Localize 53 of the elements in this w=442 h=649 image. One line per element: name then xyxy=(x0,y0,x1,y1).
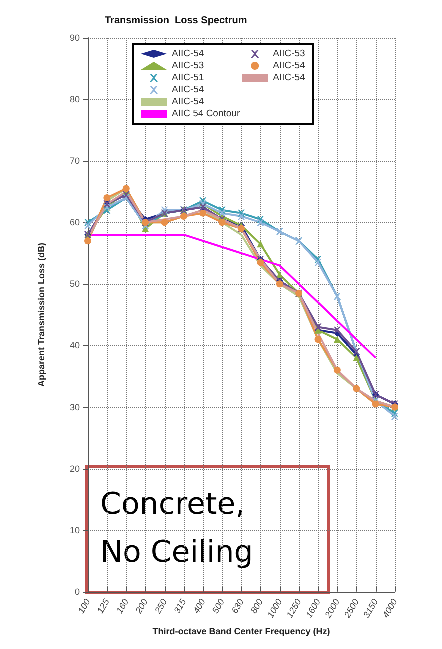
point xyxy=(257,259,264,266)
y-tick-label: 50 xyxy=(70,279,80,290)
y-tick-label: 30 xyxy=(70,402,80,412)
y-tick-label: 0 xyxy=(74,586,80,597)
legend-label: AIIC-53 xyxy=(172,60,204,72)
x-tick-label: 400 xyxy=(191,597,208,616)
legend-label: AIIC 54 Contour xyxy=(172,108,240,120)
x-tick-label: 100 xyxy=(76,597,92,616)
x-tick-label: 315 xyxy=(172,596,189,616)
y-tick-label: 90 xyxy=(70,33,80,43)
point xyxy=(218,219,226,226)
point xyxy=(161,219,168,226)
point xyxy=(314,259,322,266)
point xyxy=(84,222,92,230)
point xyxy=(238,212,245,220)
point xyxy=(314,336,322,344)
point xyxy=(84,238,92,245)
legend-label: AIIC-51 xyxy=(172,72,204,84)
legend-label: AIIC-54 xyxy=(273,72,306,84)
point xyxy=(257,219,264,226)
x-tick-label: 630 xyxy=(230,597,246,616)
x-axis-title: Third-octave Band Center Frequency (Hz) xyxy=(152,626,330,636)
point xyxy=(392,413,398,420)
x-tick-label: 160 xyxy=(114,597,131,616)
point xyxy=(104,194,111,202)
point xyxy=(353,385,360,392)
legend-label: AIIC-54 xyxy=(172,48,204,60)
y-axis-title: Apparent Transmission Loss (dB) xyxy=(36,242,46,387)
legend-label: AIIC-53 xyxy=(273,48,306,60)
point xyxy=(314,324,322,331)
chart-title: Transmission Loss Spectrum xyxy=(105,16,248,26)
point xyxy=(257,240,264,248)
point xyxy=(276,280,284,288)
point xyxy=(122,185,130,192)
y-tick-label: 80 xyxy=(70,94,80,105)
point xyxy=(372,400,380,408)
legend-label: AIIC-54 xyxy=(172,96,204,108)
annotation: Concrete, No Ceiling xyxy=(100,487,254,570)
y-tick-label: 70 xyxy=(70,156,80,166)
legend-label: AIIC-54 xyxy=(273,60,306,72)
point xyxy=(353,354,360,362)
y-tick-label: 40 xyxy=(70,340,80,351)
x-tick-label: 500 xyxy=(210,597,227,616)
point xyxy=(334,336,341,344)
point xyxy=(180,212,188,220)
y-tick-label: 10 xyxy=(70,525,80,536)
point xyxy=(334,326,341,334)
point xyxy=(200,210,207,217)
point xyxy=(334,366,341,374)
y-tick-label: 60 xyxy=(70,218,80,228)
x-tick-label: 800 xyxy=(248,597,266,616)
y-tick-label: 20 xyxy=(70,464,80,474)
legend-label: AIIC-54 xyxy=(172,84,204,96)
